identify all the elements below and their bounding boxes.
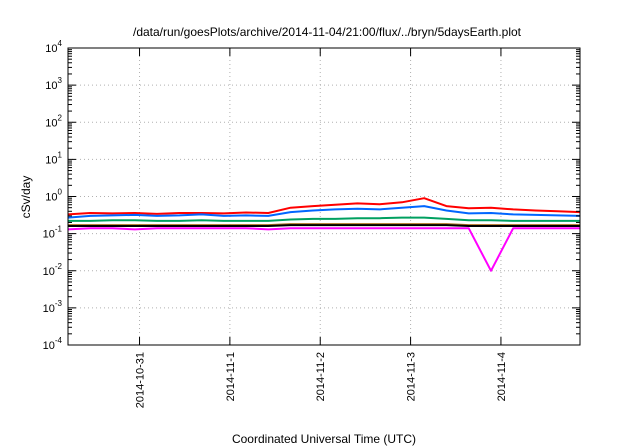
series-line-5 bbox=[68, 224, 580, 227]
chart-title: /data/run/goesPlots/archive/2014-11-04/2… bbox=[133, 25, 522, 39]
x-tick-label: 2014-11-1 bbox=[225, 352, 237, 401]
series-line-3 bbox=[68, 216, 580, 222]
series-line-1 bbox=[67, 197, 581, 216]
x-tick-label: 2014-10-31 bbox=[135, 352, 147, 408]
x-tick-label: 2014-11-4 bbox=[496, 352, 508, 401]
y-tick-label: 100 bbox=[45, 188, 62, 204]
x-axis-label: Coordinated Universal Time (UTC) bbox=[232, 432, 416, 446]
x-tick-labels: 2014-10-31 2014-11-1 2014-11-2 2014-11-3 201… bbox=[135, 352, 508, 408]
y-axis-label: cSv/day bbox=[19, 176, 33, 219]
y-tick-label: 10-2 bbox=[43, 262, 63, 278]
y-tick-label: 101 bbox=[45, 150, 62, 166]
y-tick-label: 10-1 bbox=[43, 225, 63, 241]
y-tick-label: 104 bbox=[45, 39, 62, 55]
y-tick-label: 10-3 bbox=[43, 299, 63, 315]
x-tick-label: 2014-11-2 bbox=[315, 352, 327, 401]
ticks bbox=[68, 47, 580, 346]
series-line-2 bbox=[67, 205, 581, 219]
series-group bbox=[67, 197, 581, 272]
y-tick-label: 103 bbox=[45, 76, 62, 92]
series-line-6 bbox=[67, 227, 580, 272]
y-tick-label: 102 bbox=[45, 113, 62, 129]
grid bbox=[68, 48, 580, 345]
y-tick-labels: 10-4 10-3 10-2 10-1 100 101 102 103 104 bbox=[43, 39, 63, 352]
y-tick-label: 10-4 bbox=[43, 336, 63, 352]
x-tick-label: 2014-11-3 bbox=[406, 352, 418, 401]
